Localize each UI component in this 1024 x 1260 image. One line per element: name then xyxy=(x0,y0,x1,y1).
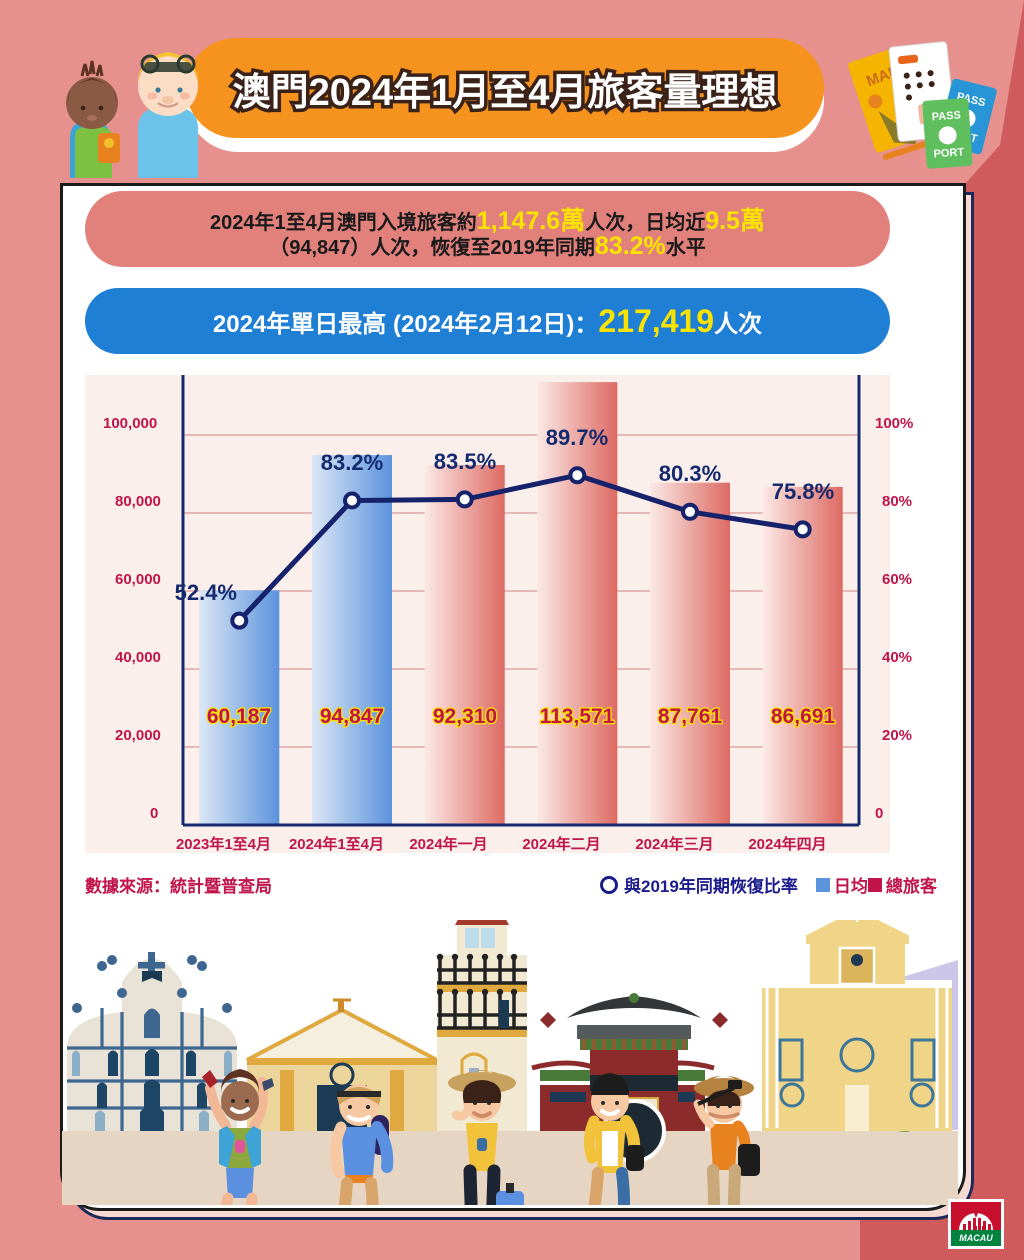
svg-text:PASS: PASS xyxy=(931,109,961,123)
svg-text:PORT: PORT xyxy=(933,146,965,160)
svg-text:MACAU: MACAU xyxy=(959,1233,993,1243)
